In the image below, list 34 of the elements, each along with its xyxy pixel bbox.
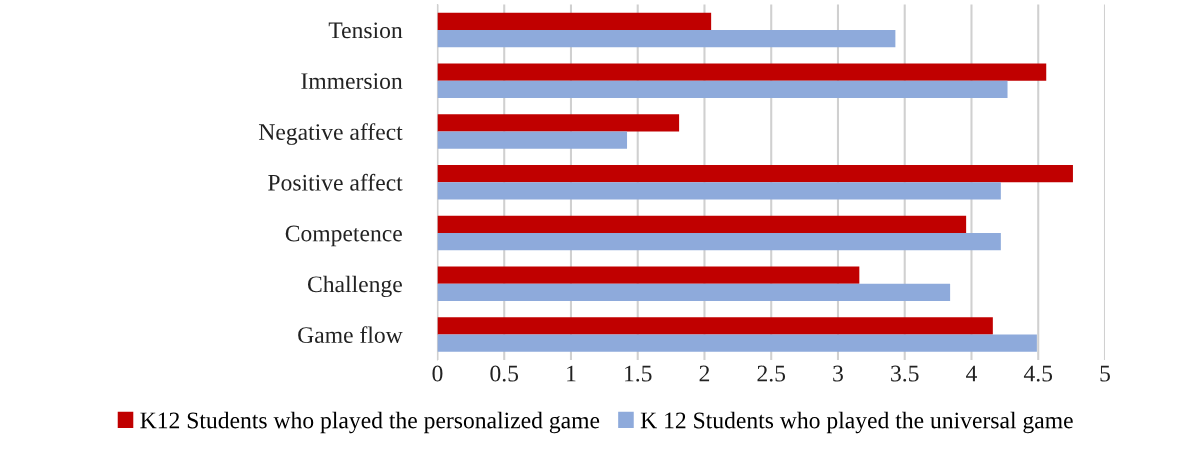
x-tick-label: 0 xyxy=(432,365,443,382)
bar xyxy=(437,131,628,149)
y-tick-label: Negative affect xyxy=(258,123,403,145)
bar xyxy=(437,12,712,30)
y-tick-label: Immersion xyxy=(301,73,403,90)
bar xyxy=(437,80,1008,98)
bar xyxy=(437,29,896,48)
y-tick-label: Game flow xyxy=(298,326,403,344)
legend-label: K12 Students who played the personalized game xyxy=(140,411,600,434)
bar xyxy=(437,164,1073,183)
bar xyxy=(437,182,1001,200)
bar xyxy=(437,334,1037,352)
x-tick-label: 0.5 xyxy=(490,365,519,382)
legend-label: K 12 Students who played the universal game xyxy=(640,411,1073,434)
bar xyxy=(437,114,680,132)
y-tick-label: Competence xyxy=(285,225,402,247)
bar xyxy=(437,317,993,335)
x-tick-label: 3 xyxy=(833,365,843,382)
x-tick-label: 1.5 xyxy=(625,365,652,382)
x-tick-label: 4 xyxy=(966,365,978,382)
x-tick-label: 5 xyxy=(1100,365,1110,382)
x-tick-label: 3.5 xyxy=(891,365,919,382)
x-tick-label: 1 xyxy=(567,365,576,382)
y-tick-label: Positive affect xyxy=(268,173,403,191)
y-tick-label: Tension xyxy=(328,22,403,39)
y-tick-label: Challenge xyxy=(307,275,402,298)
bar xyxy=(437,63,1047,81)
x-tick-label: 4.5 xyxy=(1023,365,1053,382)
x-tick-label: 2.5 xyxy=(757,365,786,382)
x-tick-label: 2 xyxy=(699,365,710,382)
bar xyxy=(437,283,951,302)
bar xyxy=(437,266,860,284)
bar xyxy=(437,233,1001,251)
bar xyxy=(437,215,967,234)
